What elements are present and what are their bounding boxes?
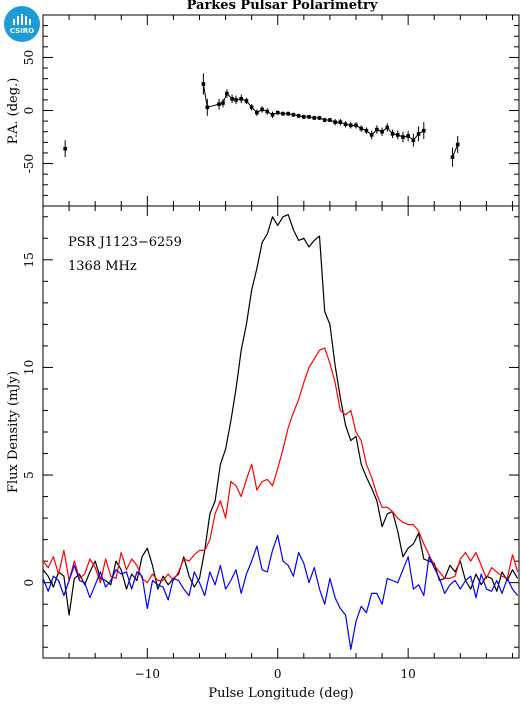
pa-point [401,135,405,139]
pa-point [328,118,332,122]
circular-polarization-line [42,534,519,650]
pa-point [217,102,221,106]
pa-y-axis-label: P.A. (deg.) [6,78,21,145]
csiro-wave-icon [13,14,31,25]
pa-point [239,97,244,101]
pa-point [411,138,416,143]
profile-x-tick-label: 0 [274,667,282,681]
profile-panel: 0 5 10 15 −10 0 10 PSR J1123−6259 1368 MHz Flu… [6,205,520,701]
profile-series [42,214,519,650]
chart-title: Parkes Pulsar Polarimetry [187,0,378,13]
pa-point [338,120,343,124]
pa-point [265,109,270,114]
pa-point [422,128,426,133]
pa-point [369,133,374,137]
pa-point [385,125,390,130]
pa-point [281,111,285,116]
csiro-logo-icon: CSIRO [4,6,40,42]
pa-panel-frame [42,14,520,207]
pa-point [322,118,327,122]
pa-point [63,146,67,151]
profile-y-tick-label: 10 [22,360,36,375]
pa-point [455,142,460,147]
profile-y-tick-label: 0 [22,579,36,587]
pa-point [364,128,369,133]
pa-connect-line [452,144,459,158]
csiro-logo-text: CSIRO [9,27,35,35]
pa-point [275,110,280,115]
pa-point [255,110,259,115]
pa-points [63,73,460,167]
pa-point [375,127,379,132]
frequency-annotation: 1368 MHz [68,259,137,274]
pa-point [270,112,275,117]
profile-y-axis-label: Flux Density (mJy) [6,371,21,493]
pa-point [205,105,210,110]
pa-y-tick-label: 50 [22,50,36,65]
pa-point [380,129,384,134]
pulsar-name-annotation: PSR J1123−6259 [68,235,182,250]
total-intensity-line [42,214,519,616]
pa-point [307,115,311,119]
profile-ticks: 0 5 10 15 −10 0 10 [22,206,519,681]
pa-point [406,134,410,138]
pa-point [390,132,395,136]
pa-point [221,101,225,105]
pa-point [244,99,249,103]
pa-connect-line [202,83,425,141]
pa-point [296,114,301,118]
profile-y-tick-label: 15 [22,252,36,267]
pa-point [354,123,358,128]
pa-point [348,123,353,128]
linear-polarization-line [42,347,519,584]
pa-point [230,97,234,101]
profile-x-tick-label: 10 [401,667,416,681]
pa-point [286,111,290,116]
pa-point [343,122,348,127]
pa-y-tick-label: -50 [22,154,36,173]
pa-point [225,91,229,96]
pa-point [302,115,306,119]
pa-point [395,133,400,137]
pa-point [312,116,317,120]
pa-point [249,105,254,110]
pa-point [359,126,364,131]
pa-y-tick-label: 0 [22,107,36,115]
pa-ticks: -50 0 50 [22,15,519,206]
pa-point [416,132,421,136]
pa-point [201,82,206,86]
pa-point [291,112,296,117]
profile-y-tick-label: 5 [22,471,36,479]
pa-point [234,98,238,102]
x-axis-label: Pulse Longitude (deg) [208,686,353,701]
pa-point [260,107,264,112]
profile-x-tick-label: −10 [135,667,160,681]
pa-panel: -50 0 50 P.A. (deg.) [6,14,520,207]
pa-point [450,155,455,159]
pa-point [333,120,337,124]
pa-point [317,116,322,120]
